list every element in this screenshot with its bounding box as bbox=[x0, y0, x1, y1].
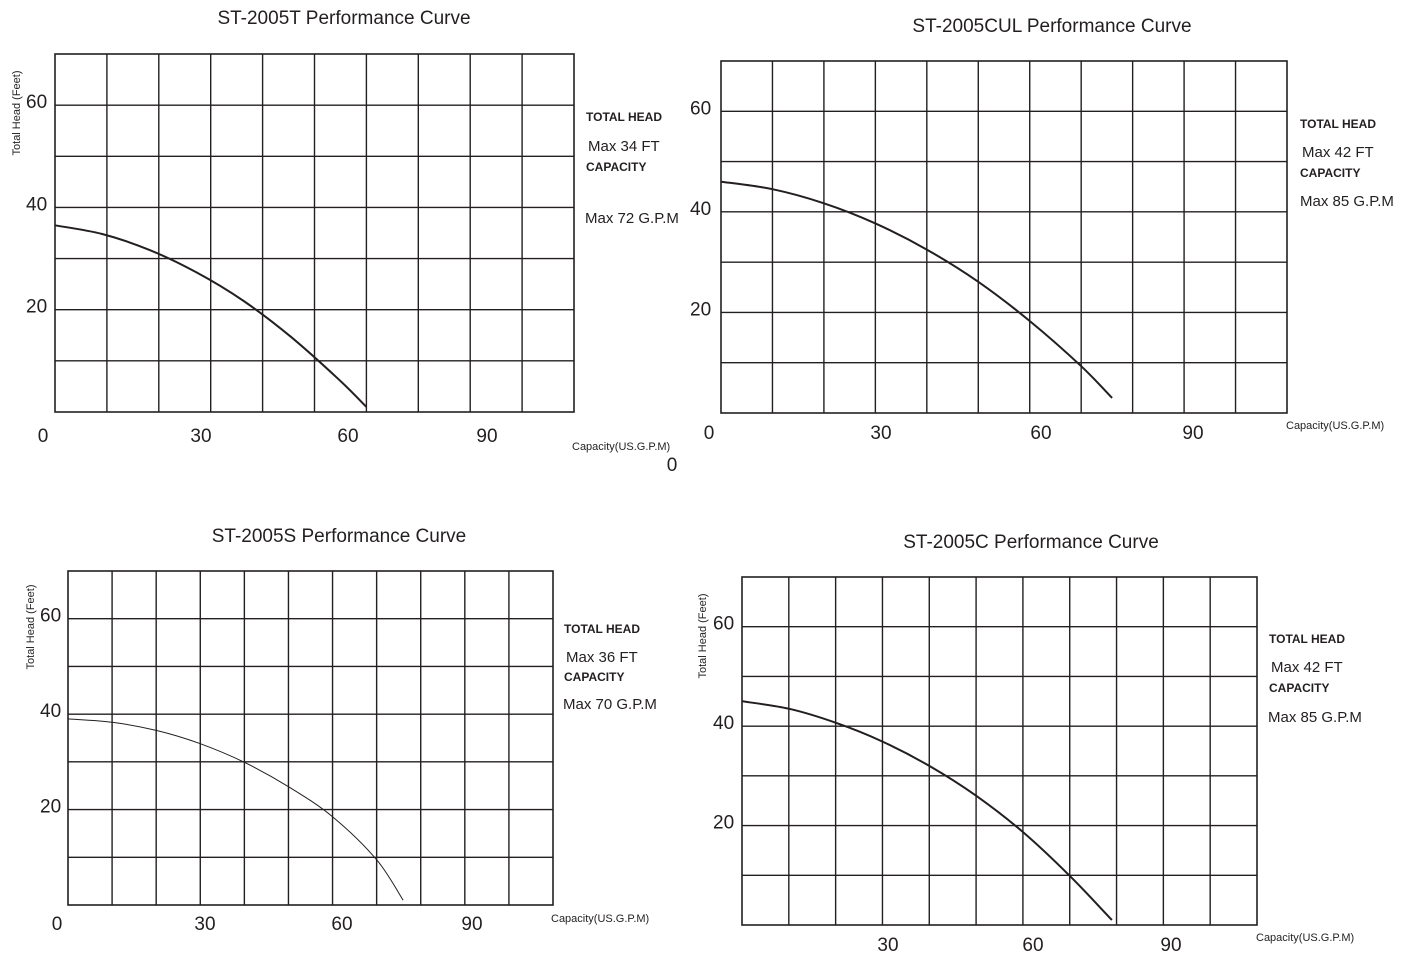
chart2-x-tick-label: 0 bbox=[704, 423, 715, 444]
chart1-y-tick-label: 20 bbox=[26, 297, 47, 318]
chart1-x-axis-label: Capacity(US.G.P.M) bbox=[572, 441, 670, 453]
chart2-title: ST-2005CUL Performance Curve bbox=[912, 16, 1191, 37]
chart4-y-tick-label: 20 bbox=[713, 813, 734, 834]
chart4-max-head-value: Max 42 FT bbox=[1271, 659, 1343, 676]
chart2-performance-curve bbox=[720, 180, 1113, 399]
chart4-capacity-label: CAPACITY bbox=[1269, 681, 1329, 695]
chart4-plot-frame bbox=[741, 576, 1258, 926]
chart3-y-tick-label: 20 bbox=[40, 797, 61, 818]
chart1-y-tick-label: 40 bbox=[26, 194, 47, 215]
chart3-y-tick-label: 40 bbox=[40, 701, 61, 722]
chart1-title: ST-2005T Performance Curve bbox=[217, 8, 470, 29]
chart4-y-tick-label: 60 bbox=[713, 614, 734, 635]
chart4-performance-curve bbox=[741, 700, 1113, 921]
chart3-x-tick-label: 90 bbox=[461, 914, 482, 935]
chart1-x-tick-label: 0 bbox=[38, 426, 49, 447]
chart3-y-axis-label: Total Head (Feet) bbox=[25, 585, 37, 670]
chart4-y-tick-label: 40 bbox=[713, 713, 734, 734]
chart4-x-tick-label: 60 bbox=[1022, 935, 1043, 954]
chart1-x-tick-label: 60 bbox=[337, 426, 358, 447]
chart3-capacity-label: CAPACITY bbox=[564, 670, 624, 684]
chart2-x-tick-label: 30 bbox=[870, 423, 891, 444]
chart1-y-axis-label: Total Head (Feet) bbox=[11, 71, 23, 156]
chart2-max-capacity-value: Max 85 G.P.M bbox=[1300, 193, 1394, 210]
chart2-max-head-value: Max 42 FT bbox=[1302, 144, 1374, 161]
chart3-max-head-value: Max 36 FT bbox=[566, 649, 638, 666]
chart1-capacity-label: CAPACITY bbox=[586, 160, 646, 174]
chart3-total-head-label: TOTAL HEAD bbox=[564, 622, 640, 636]
chart3-plot-frame bbox=[67, 570, 554, 906]
chart2-y-tick-label: 40 bbox=[690, 199, 711, 220]
chart2-x-tick-label: 60 bbox=[1030, 423, 1051, 444]
chart3-x-tick-label: 30 bbox=[194, 914, 215, 935]
chart1-max-head-value: Max 34 FT bbox=[588, 138, 660, 155]
chart4-x-axis-label: Capacity(US.G.P.M) bbox=[1256, 932, 1354, 944]
chart2-x-axis-label: Capacity(US.G.P.M) bbox=[1286, 420, 1384, 432]
chart1-max-capacity-value: Max 72 G.P.M bbox=[585, 210, 679, 227]
chart2-y-tick-label: 60 bbox=[690, 98, 711, 119]
chart2-capacity-label: CAPACITY bbox=[1300, 166, 1360, 180]
chart3-title: ST-2005S Performance Curve bbox=[212, 526, 467, 547]
chart1-x-tick-label: 90 bbox=[476, 426, 497, 447]
chart3-max-capacity-value: Max 70 G.P.M bbox=[563, 696, 657, 713]
chart4-y-axis-label: Total Head (Feet) bbox=[697, 594, 709, 679]
chart1-performance-curve bbox=[54, 224, 368, 408]
chart4-total-head-label: TOTAL HEAD bbox=[1269, 632, 1345, 646]
chart2-x-tick-label: 90 bbox=[1182, 423, 1203, 444]
chart3-x-axis-label: Capacity(US.G.P.M) bbox=[551, 913, 649, 925]
chart1-x-tick-label: 30 bbox=[190, 426, 211, 447]
chart2-y-tick-label: 20 bbox=[690, 299, 711, 320]
chart3-performance-curve bbox=[67, 718, 404, 901]
chart3-x-tick-label: 60 bbox=[331, 914, 352, 935]
chart1-stray-zero-label: 0 bbox=[667, 455, 678, 476]
chart4-x-tick-label: 90 bbox=[1160, 935, 1181, 954]
chart3-x-tick-label: 0 bbox=[52, 914, 63, 935]
chart2-total-head-label: TOTAL HEAD bbox=[1300, 117, 1376, 131]
chart1-y-tick-label: 60 bbox=[26, 92, 47, 113]
chart3-y-tick-label: 60 bbox=[40, 606, 61, 627]
chart2-plot-frame bbox=[720, 60, 1288, 414]
chart4-max-capacity-value: Max 85 G.P.M bbox=[1268, 709, 1362, 726]
chart1-total-head-label: TOTAL HEAD bbox=[586, 110, 662, 124]
chart4-x-tick-label: 30 bbox=[877, 935, 898, 954]
chart1-plot-frame bbox=[54, 53, 575, 413]
chart4-title: ST-2005C Performance Curve bbox=[903, 532, 1159, 553]
